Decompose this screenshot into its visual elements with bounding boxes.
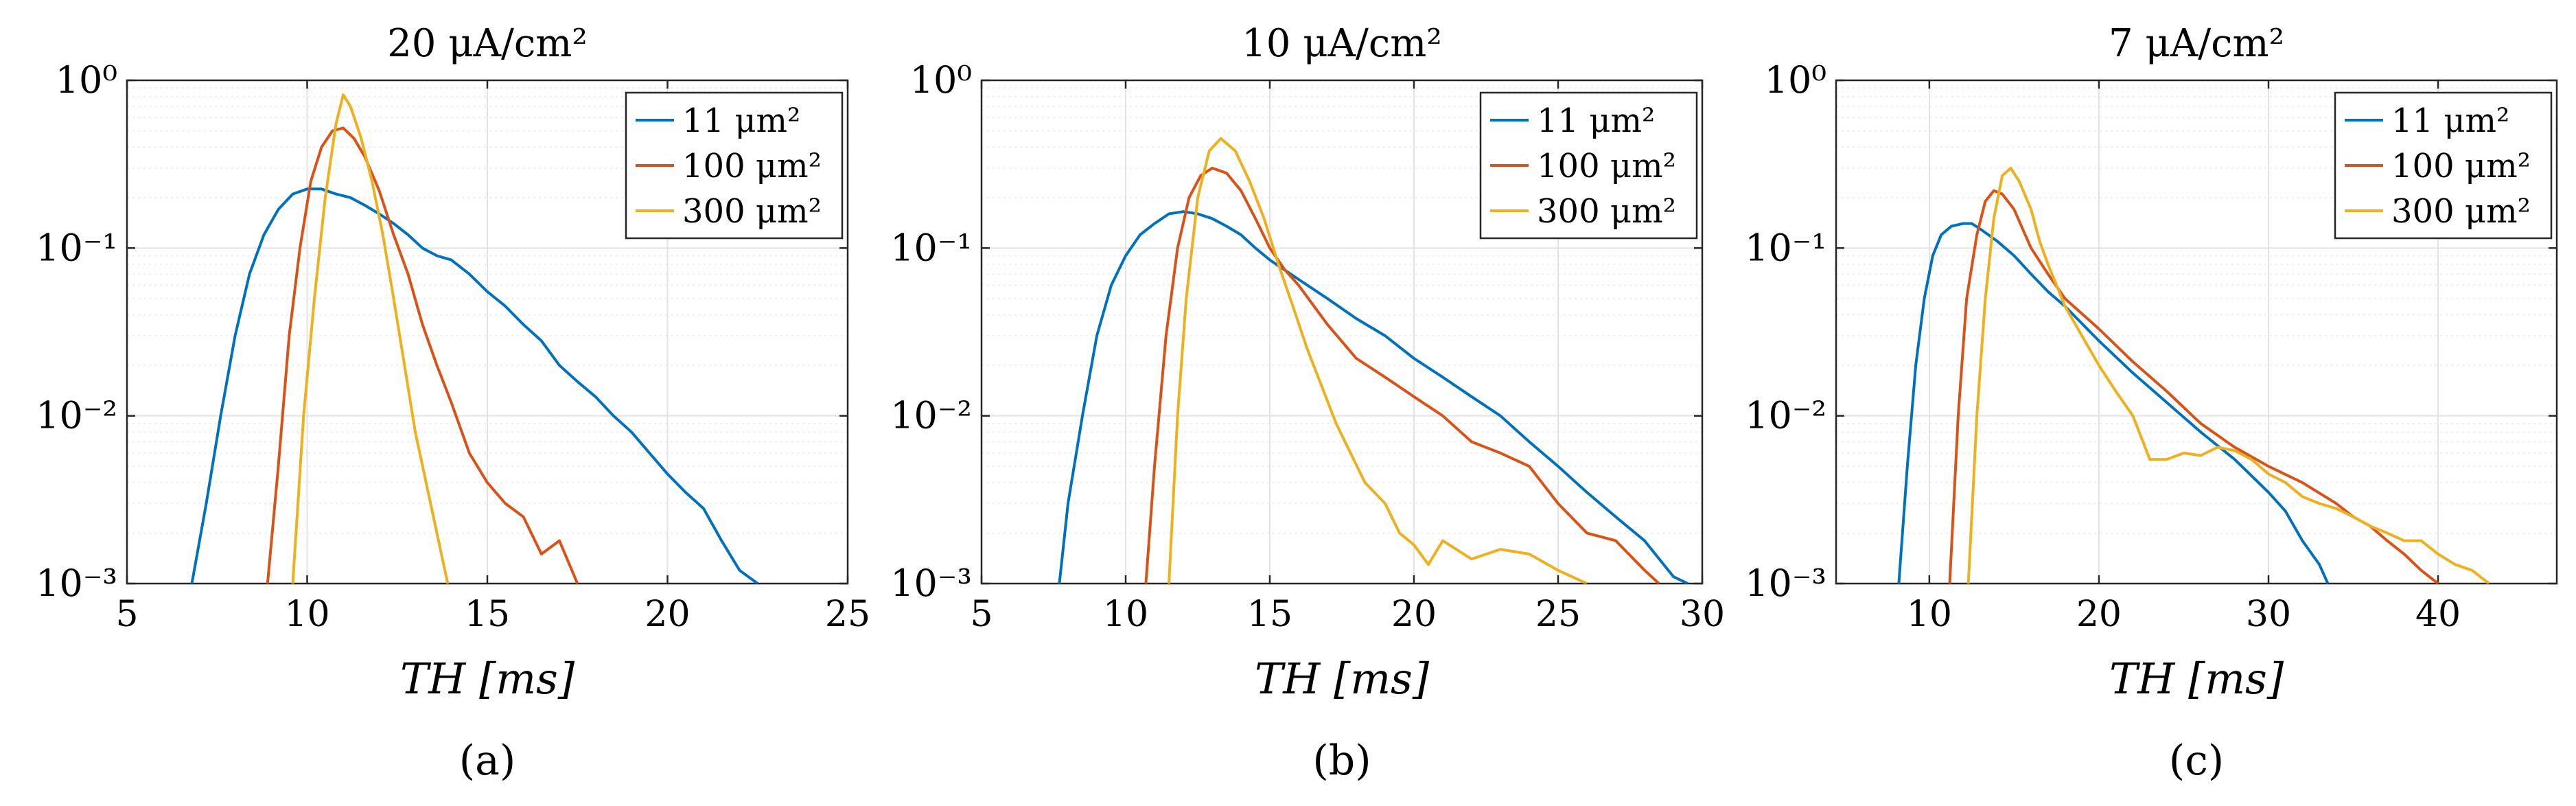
axes-box <box>980 79 1704 585</box>
chart-panel-3: 10 20 30 40 10⁰ 10⁻¹ 10⁻² 10⁻³ 7 μA/cm² TH [ms] (c… <box>1745 21 2558 785</box>
x-tick-label: 40 <box>2415 594 2461 635</box>
y-tick-label: 10⁻² <box>36 394 117 437</box>
x-tick-label: 20 <box>1391 594 1437 635</box>
x-tick-label: 20 <box>645 594 690 635</box>
y-tick-label: 10⁰ <box>910 58 972 102</box>
series-line-2 <box>1144 166 1660 584</box>
series-group <box>190 93 758 584</box>
series-line-1 <box>1058 210 1689 584</box>
x-tick-label: 5 <box>115 594 138 635</box>
x-tick-label: 20 <box>2076 594 2122 635</box>
legend-label-3: 300 μm² <box>2391 192 2531 231</box>
panel-label: (a) <box>459 737 516 785</box>
panel-label: (c) <box>2169 737 2224 785</box>
x-tick-label: 25 <box>1535 594 1581 635</box>
y-tick-label: 10⁻¹ <box>36 226 117 269</box>
y-tick-label: 10⁻³ <box>890 562 972 605</box>
legend-label-3: 300 μm² <box>682 192 822 231</box>
series-line-3 <box>291 93 450 584</box>
x-tick-label: 25 <box>825 594 870 635</box>
chart-title: 7 μA/cm² <box>2109 21 2284 66</box>
series-line-2 <box>266 126 579 584</box>
x-tick-label: 10 <box>1103 594 1148 635</box>
series-line-1 <box>1897 222 2330 584</box>
x-tick-label: 10 <box>1907 594 1952 635</box>
legend-label-1: 11 μm² <box>2391 102 2509 140</box>
series-group <box>1897 166 2490 584</box>
x-axis-label: TH [ms] <box>1255 654 1430 704</box>
axes-box <box>1835 79 2558 585</box>
x-tick-label: 10 <box>284 594 329 635</box>
chart-panel-2: 5 10 15 20 25 30 10⁰ 10⁻¹ 10⁻² 10⁻³ 10 μA/cm² TH [m… <box>890 21 1725 785</box>
legend-label-2: 100 μm² <box>682 147 822 185</box>
series-line-1 <box>190 187 758 584</box>
legend-label-3: 300 μm² <box>1537 192 1676 231</box>
x-axis-label: TH [ms] <box>2109 654 2284 704</box>
y-tick-label: 10⁻¹ <box>1745 226 1826 269</box>
legend: 11 μm² 100 μm² 300 μm² <box>1479 91 1698 240</box>
legend-label-1: 11 μm² <box>682 102 800 140</box>
panel-label: (b) <box>1312 737 1371 785</box>
legend-label-2: 100 μm² <box>1537 147 1676 185</box>
y-tick-label: 10⁻² <box>1745 394 1826 437</box>
series-line-3 <box>1168 137 1588 584</box>
legend: 11 μm² 100 μm² 300 μm² <box>625 91 844 240</box>
legend-label-2: 100 μm² <box>2391 147 2531 185</box>
x-tick-label: 30 <box>2246 594 2291 635</box>
x-tick-label: 15 <box>465 594 510 635</box>
x-axis-label: TH [ms] <box>400 654 575 704</box>
y-tick-label: 10⁻² <box>890 394 972 437</box>
y-tick-label: 10⁻³ <box>36 562 117 605</box>
legend-label-1: 11 μm² <box>1537 102 1655 140</box>
y-tick-label: 10⁰ <box>1765 58 1826 102</box>
y-tick-label: 10⁻¹ <box>890 226 972 269</box>
chart-title: 20 μA/cm² <box>387 21 588 66</box>
legend: 11 μm² 100 μm² 300 μm² <box>2334 91 2553 240</box>
x-tick-label: 30 <box>1680 594 1725 635</box>
chart-title: 10 μA/cm² <box>1242 21 1442 66</box>
series-group <box>1058 137 1689 584</box>
chart-panel-1: 5 10 15 20 25 10⁰ 10⁻¹ 10⁻² 10⁻³ 20 μA/cm² TH [ms]… <box>36 21 870 785</box>
y-tick-label: 10⁻³ <box>1745 562 1826 605</box>
series-line-3 <box>1966 166 2490 584</box>
x-tick-label: 15 <box>1247 594 1292 635</box>
y-tick-label: 10⁰ <box>56 58 117 102</box>
x-tick-label: 5 <box>970 594 993 635</box>
